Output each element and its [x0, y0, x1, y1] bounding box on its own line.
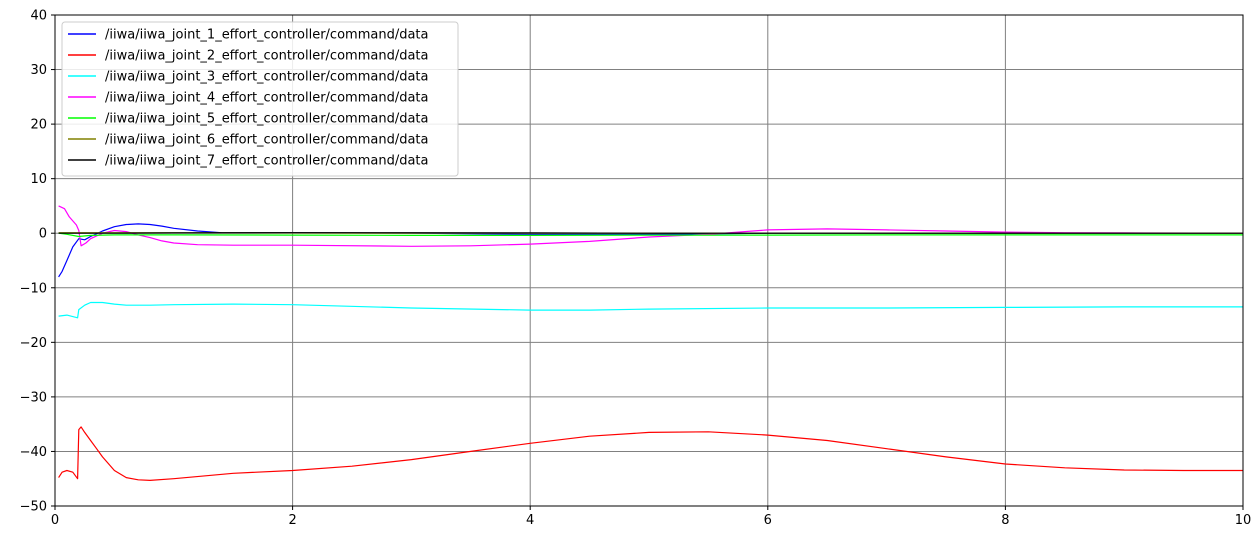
legend-label-joint-2: /iiwa/iiwa_joint_2_effort_controller/com…: [105, 49, 428, 64]
y-tick-label: 30: [30, 63, 47, 78]
x-tick-label: 8: [1001, 513, 1009, 528]
y-tick-label: 40: [30, 9, 47, 24]
legend-label-joint-6: /iiwa/iiwa_joint_6_effort_controller/com…: [105, 133, 428, 148]
y-tick-label: 0: [39, 227, 47, 242]
legend-box: [61, 21, 459, 177]
y-tick-label: −20: [20, 336, 47, 351]
series-line-joint-5: [58, 232, 1243, 238]
series-line-joint-4: [58, 205, 1244, 247]
y-tick-label: −30: [20, 390, 47, 405]
x-tick-label: 2: [288, 513, 296, 528]
series-line-joint-7: [58, 232, 1243, 234]
y-tick-label: 20: [30, 118, 47, 133]
y-tick-label: −40: [20, 445, 47, 460]
plot-area-frame: [54, 14, 1244, 507]
y-tick-label: −50: [20, 500, 47, 515]
y-tick-label: 10: [30, 172, 47, 187]
axis-ticks: 0 2 4 6 8 10 −50 −40 −30 −20 −10 0 10 20 30 40: [20, 9, 1252, 529]
series-line-joint-2: [58, 426, 1243, 481]
legend-label-joint-3: /iiwa/iiwa_joint_3_effort_controller/com…: [105, 70, 428, 85]
legend-label-joint-7: /iiwa/iiwa_joint_7_effort_controller/com…: [105, 154, 428, 169]
x-tick-label: 0: [51, 513, 59, 528]
series-line-joint-3: [58, 301, 1243, 319]
grid-lines: [54, 14, 1244, 507]
x-tick-label: 4: [526, 513, 534, 528]
x-tick-label: 10: [1235, 513, 1252, 528]
x-tick-label: 6: [764, 513, 772, 528]
legend-label-joint-1: /iiwa/iiwa_joint_1_effort_controller/com…: [105, 28, 428, 43]
legend-label-joint-4: /iiwa/iiwa_joint_4_effort_controller/com…: [105, 91, 428, 106]
legend: /iiwa/iiwa_joint_1_effort_controller/com…: [61, 21, 459, 177]
y-tick-label: −10: [20, 281, 47, 296]
series-lines: [58, 205, 1244, 481]
legend-label-joint-5: /iiwa/iiwa_joint_5_effort_controller/com…: [105, 112, 428, 127]
